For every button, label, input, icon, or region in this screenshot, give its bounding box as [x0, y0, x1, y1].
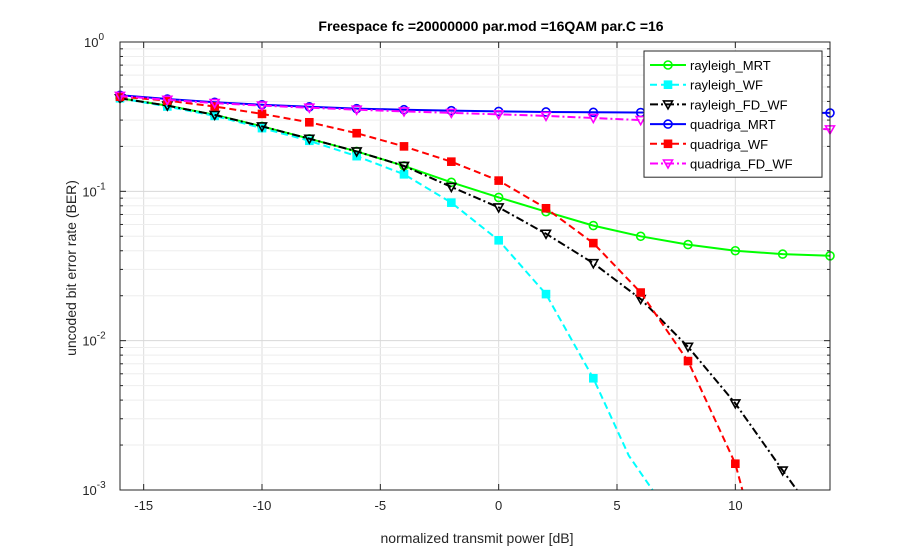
- legend-marker: [662, 159, 674, 170]
- data-point: [683, 356, 693, 366]
- legend-box: [643, 50, 823, 178]
- data-point: [256, 122, 268, 133]
- x-tick-label: 5: [613, 498, 620, 513]
- series-line: [120, 95, 744, 490]
- data-point: [303, 134, 316, 145]
- y-axis-label: uncoded bit error rate (BER): [63, 180, 79, 356]
- legend: rayleigh_MRT rayleigh_WF rayleigh_FD_WFqua…: [643, 50, 823, 178]
- data-point: [777, 249, 788, 259]
- y-tick-label: 100: [84, 32, 104, 50]
- legend-item: rayleigh_FD_WF: [650, 97, 788, 112]
- data-point: [492, 109, 505, 121]
- legend-label: quadriga_FD_WF: [690, 157, 793, 172]
- x-tick-label: -5: [375, 498, 387, 513]
- data-point: [731, 459, 740, 469]
- tick-labels: -15 -10 -5 0 5 10 10-3 10-2 10-1 100: [82, 32, 742, 513]
- data-point: [682, 342, 694, 353]
- data-point: [492, 203, 505, 214]
- series-rayleigh-FD-WF: [114, 93, 798, 490]
- data-point: [305, 117, 314, 127]
- plot-frame: [119, 41, 831, 491]
- series-line: [120, 97, 798, 490]
- data-point: [540, 111, 552, 123]
- x-axis-label: normalized transmit power [dB]: [381, 530, 574, 546]
- legend-label: rayleigh_FD_WF: [690, 97, 788, 112]
- legend-item: rayleigh_WF: [650, 78, 763, 93]
- data-point: [303, 103, 316, 114]
- data-point: [636, 288, 645, 297]
- data-point: [398, 161, 410, 173]
- data-point: [541, 203, 551, 213]
- data-point: [587, 258, 600, 270]
- legend-marker: [662, 100, 674, 111]
- legend-marker: [663, 139, 673, 149]
- data-point: [729, 399, 742, 410]
- data-point: [635, 231, 646, 242]
- data-point: [447, 198, 456, 207]
- data-point: [493, 192, 504, 203]
- data-point: [588, 107, 599, 118]
- y-tick-label: 10-2: [82, 331, 106, 349]
- data-point: [445, 182, 458, 194]
- legend-item: quadriga_FD_WF: [650, 157, 793, 172]
- chart-title: Freespace fc =20000000 par.mod =16QAM pa…: [318, 18, 663, 34]
- legend-marker: [663, 80, 673, 89]
- legend-marker: [663, 119, 673, 129]
- data-point: [208, 98, 221, 110]
- data-point: [398, 107, 410, 118]
- data-point: [350, 147, 363, 158]
- legend-item: quadriga_WF: [650, 137, 768, 152]
- data-point: [350, 105, 363, 116]
- data-point: [445, 108, 458, 120]
- x-tick-label: 0: [495, 498, 502, 513]
- legend-item: quadriga_MRT: [650, 117, 776, 132]
- data-point: [587, 113, 600, 125]
- legend-marker: [663, 60, 673, 70]
- data-point: [447, 157, 456, 166]
- legend-item: rayleigh_MRT: [650, 58, 771, 73]
- legend-label: rayleigh_WF: [690, 78, 763, 93]
- data-point: [208, 110, 221, 122]
- data-point: [352, 128, 361, 138]
- data-point: [683, 239, 693, 250]
- data-point: [776, 466, 789, 477]
- x-tick-label: 10: [728, 498, 742, 513]
- data-point: [494, 176, 503, 185]
- ticks: [120, 41, 830, 491]
- y-tick-label: 10-1: [82, 181, 106, 199]
- data-point: [256, 101, 268, 112]
- x-tick-label: -10: [253, 498, 272, 513]
- data-point: [161, 95, 174, 106]
- data-point: [494, 236, 503, 245]
- data-point: [540, 229, 552, 240]
- data-point: [399, 142, 409, 151]
- data-point: [588, 220, 599, 231]
- data-point: [730, 245, 741, 256]
- data-point: [589, 373, 598, 383]
- legend-label: rayleigh_MRT: [690, 58, 771, 73]
- y-tick-label: 10-3: [82, 480, 106, 498]
- data-point: [634, 115, 647, 127]
- legend-label: quadriga_MRT: [690, 117, 776, 132]
- data-point: [541, 289, 551, 299]
- data-point: [589, 238, 598, 248]
- legend-label: quadriga_WF: [690, 137, 768, 152]
- x-tick-label: -15: [134, 498, 153, 513]
- series-line: [120, 97, 830, 257]
